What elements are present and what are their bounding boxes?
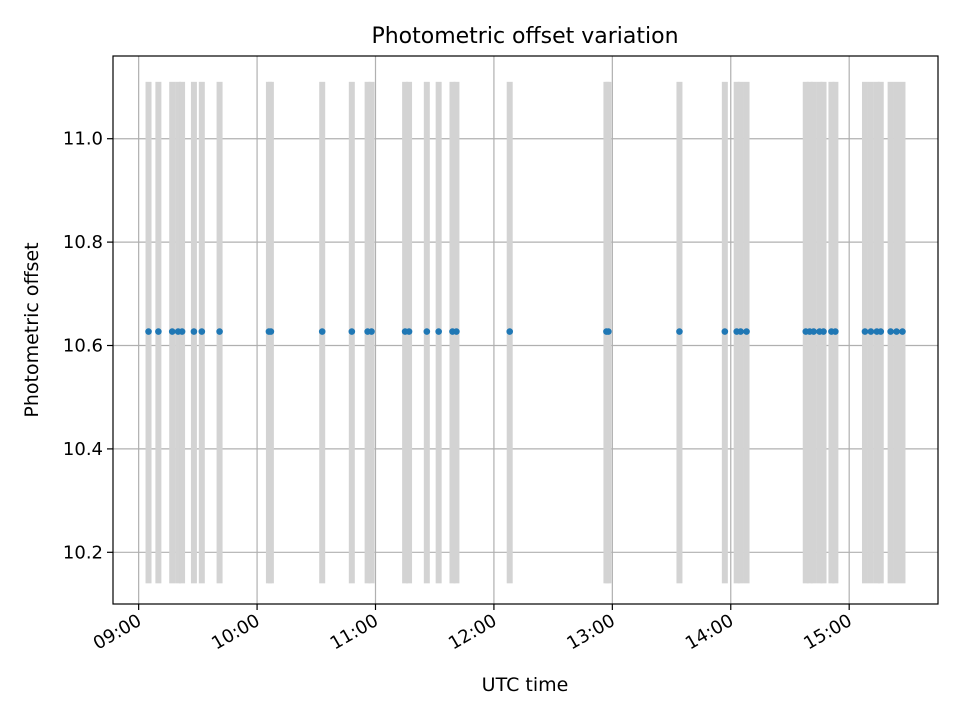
data-point: [899, 328, 906, 335]
data-point: [676, 328, 683, 335]
y-tick-label: 10.4: [63, 439, 103, 460]
y-axis-label: Photometric offset: [21, 242, 43, 417]
y-tick-label: 10.2: [63, 542, 103, 563]
data-point: [893, 328, 900, 335]
y-tick-label: 11.0: [63, 129, 103, 150]
data-point: [198, 328, 206, 335]
data-point: [605, 328, 612, 335]
y-tick-label: 10.8: [63, 232, 103, 253]
data-point: [453, 328, 460, 335]
data-point: [318, 328, 326, 335]
data-point: [178, 328, 186, 335]
data-point: [737, 328, 744, 335]
data-points: [145, 328, 906, 335]
data-point: [190, 328, 198, 335]
data-point: [405, 328, 413, 335]
data-point: [810, 328, 817, 335]
data-point: [861, 328, 869, 335]
grid: [113, 56, 938, 604]
data-point: [867, 328, 875, 335]
data-point: [348, 328, 356, 335]
data-point: [145, 328, 152, 335]
data-point: [506, 328, 514, 335]
data-point: [155, 328, 162, 335]
data-point: [267, 328, 275, 335]
chart-title: Photometric offset variation: [371, 24, 678, 49]
data-point: [721, 328, 729, 335]
data-point: [435, 328, 442, 335]
data-point: [743, 328, 750, 335]
data-point: [832, 328, 839, 335]
y-tick-label: 10.6: [63, 336, 103, 357]
data-point: [820, 328, 827, 335]
data-point: [216, 328, 223, 335]
data-point: [423, 328, 431, 335]
x-axis-label: UTC time: [482, 674, 569, 696]
data-point: [168, 328, 176, 335]
plot-frame: [112, 55, 939, 605]
data-point: [877, 328, 885, 335]
data-point: [368, 328, 375, 335]
data-point: [887, 328, 894, 335]
